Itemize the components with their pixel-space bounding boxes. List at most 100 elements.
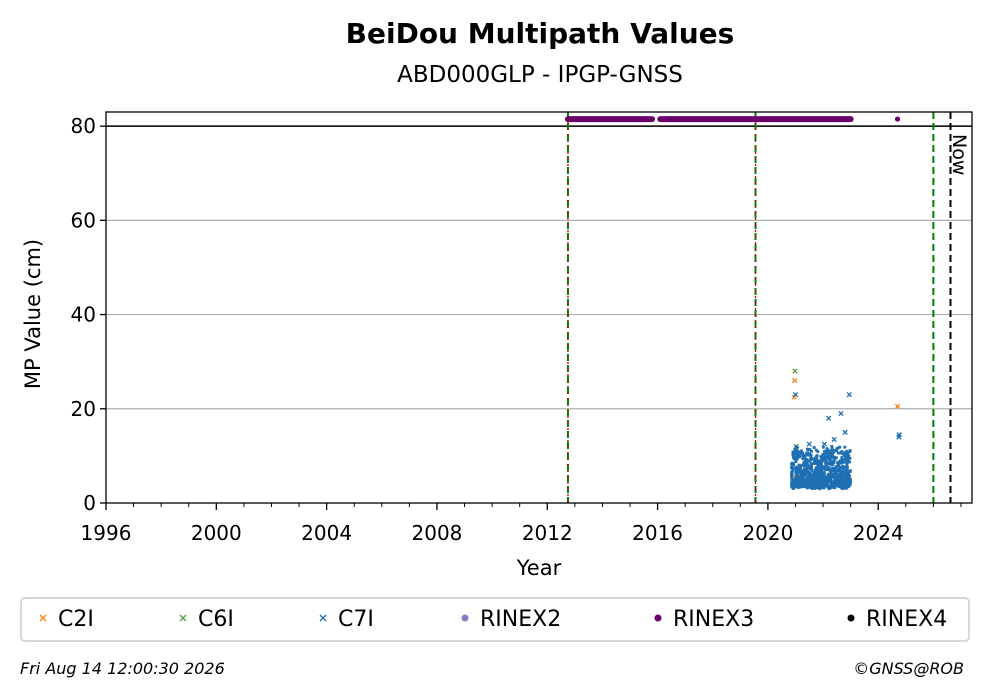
c7i-point bbox=[801, 472, 805, 476]
legend-label: RINEX2 bbox=[480, 607, 561, 632]
c7i-point bbox=[818, 487, 822, 491]
c7i-point bbox=[847, 480, 850, 484]
c2i-point bbox=[894, 403, 901, 410]
c7i-point bbox=[798, 476, 801, 480]
c7i-point bbox=[839, 481, 843, 485]
c7i-point bbox=[845, 452, 848, 456]
c7i-point bbox=[827, 480, 831, 483]
c7i-point bbox=[798, 454, 802, 458]
c7i-point bbox=[845, 474, 849, 478]
c7i-point bbox=[809, 485, 812, 489]
c7i-point bbox=[806, 477, 810, 481]
c7i-point bbox=[845, 449, 848, 453]
y-axis-label: MP Value (cm) bbox=[21, 239, 45, 389]
c7i-point bbox=[842, 454, 846, 457]
c7i-point bbox=[848, 460, 851, 464]
c7i-point bbox=[796, 473, 800, 477]
c7i-point bbox=[833, 468, 837, 472]
c7i-point bbox=[846, 466, 849, 469]
c7i-point bbox=[822, 445, 825, 449]
c7i-point bbox=[814, 466, 818, 470]
c7i-point bbox=[839, 461, 843, 465]
c7i-point bbox=[801, 457, 805, 461]
c7i-point bbox=[800, 479, 804, 483]
c7i-point bbox=[827, 457, 831, 461]
c7i-point bbox=[796, 485, 799, 489]
legend-label: RINEX3 bbox=[673, 607, 754, 632]
x-tick-label: 2020 bbox=[742, 521, 793, 545]
c7i-point bbox=[814, 448, 818, 452]
c7i-point bbox=[835, 465, 838, 468]
y-tick-label: 20 bbox=[71, 397, 96, 421]
c7i-point bbox=[830, 444, 834, 448]
c7i-point bbox=[830, 469, 834, 473]
c7i-point bbox=[833, 480, 837, 484]
c7i-point bbox=[822, 480, 826, 484]
c7i-point bbox=[793, 480, 796, 484]
y-tick-label: 40 bbox=[71, 303, 96, 327]
c7i-point bbox=[799, 468, 803, 472]
c7i-point bbox=[833, 457, 837, 461]
c2i-point bbox=[792, 377, 798, 384]
c7i-point bbox=[842, 451, 845, 455]
c7i-point bbox=[822, 486, 826, 490]
c7i-point bbox=[833, 484, 837, 487]
c7i-point bbox=[796, 482, 800, 485]
c7i-point bbox=[849, 481, 852, 485]
c7i-point bbox=[840, 456, 844, 460]
c7i-point bbox=[816, 480, 819, 484]
legend-label: C6I bbox=[198, 607, 234, 632]
c7i-point bbox=[823, 451, 826, 455]
c7i-point bbox=[798, 450, 801, 454]
c7i-point bbox=[832, 486, 836, 490]
c7i-point bbox=[794, 468, 798, 472]
series-c7i bbox=[789, 391, 902, 491]
c7i-point bbox=[826, 468, 830, 472]
c7i-point bbox=[795, 481, 798, 485]
c7i-point bbox=[825, 464, 829, 467]
c7i-point bbox=[841, 476, 844, 480]
c7i-point bbox=[896, 432, 902, 438]
data-points bbox=[564, 116, 902, 491]
c7i-point bbox=[799, 470, 803, 474]
c7i-point bbox=[842, 480, 846, 483]
c7i-point bbox=[793, 485, 797, 488]
c7i-point bbox=[838, 467, 842, 471]
x-tick-label: 1996 bbox=[81, 521, 132, 545]
c7i-point bbox=[830, 473, 834, 477]
c7i-point bbox=[836, 480, 840, 484]
c7i-point bbox=[808, 475, 811, 479]
c7i-point bbox=[807, 466, 811, 470]
c7i-point bbox=[846, 457, 850, 460]
c7i-point bbox=[828, 478, 832, 482]
c7i-point bbox=[840, 474, 844, 478]
x-tick-label: 2012 bbox=[522, 521, 573, 545]
c7i-point bbox=[810, 457, 814, 461]
c7i-point bbox=[816, 468, 820, 471]
c7i-point bbox=[830, 467, 834, 470]
c7i-point bbox=[819, 465, 823, 469]
c7i-point bbox=[836, 451, 840, 455]
c7i-point bbox=[820, 470, 824, 474]
c7i-point bbox=[811, 480, 815, 484]
x-axis-label: Year bbox=[516, 556, 562, 580]
c7i-point bbox=[826, 473, 830, 477]
c7i-point bbox=[810, 469, 814, 473]
c7i-point bbox=[840, 483, 844, 486]
c7i-point bbox=[798, 452, 802, 456]
c7i-point bbox=[825, 415, 832, 421]
c7i-point bbox=[832, 466, 836, 470]
c7i-point bbox=[801, 451, 805, 455]
x-tick-label: 2016 bbox=[632, 521, 683, 545]
c7i-point bbox=[837, 461, 841, 465]
c7i-point bbox=[813, 468, 817, 472]
c7i-point bbox=[803, 481, 807, 485]
c7i-point bbox=[836, 446, 840, 450]
c7i-point bbox=[832, 450, 836, 454]
c7i-point bbox=[804, 485, 808, 489]
c7i-point bbox=[849, 477, 852, 481]
c7i-point bbox=[800, 475, 803, 479]
c7i-point bbox=[814, 455, 818, 459]
c7i-point bbox=[796, 457, 799, 460]
c7i-point bbox=[821, 453, 825, 457]
